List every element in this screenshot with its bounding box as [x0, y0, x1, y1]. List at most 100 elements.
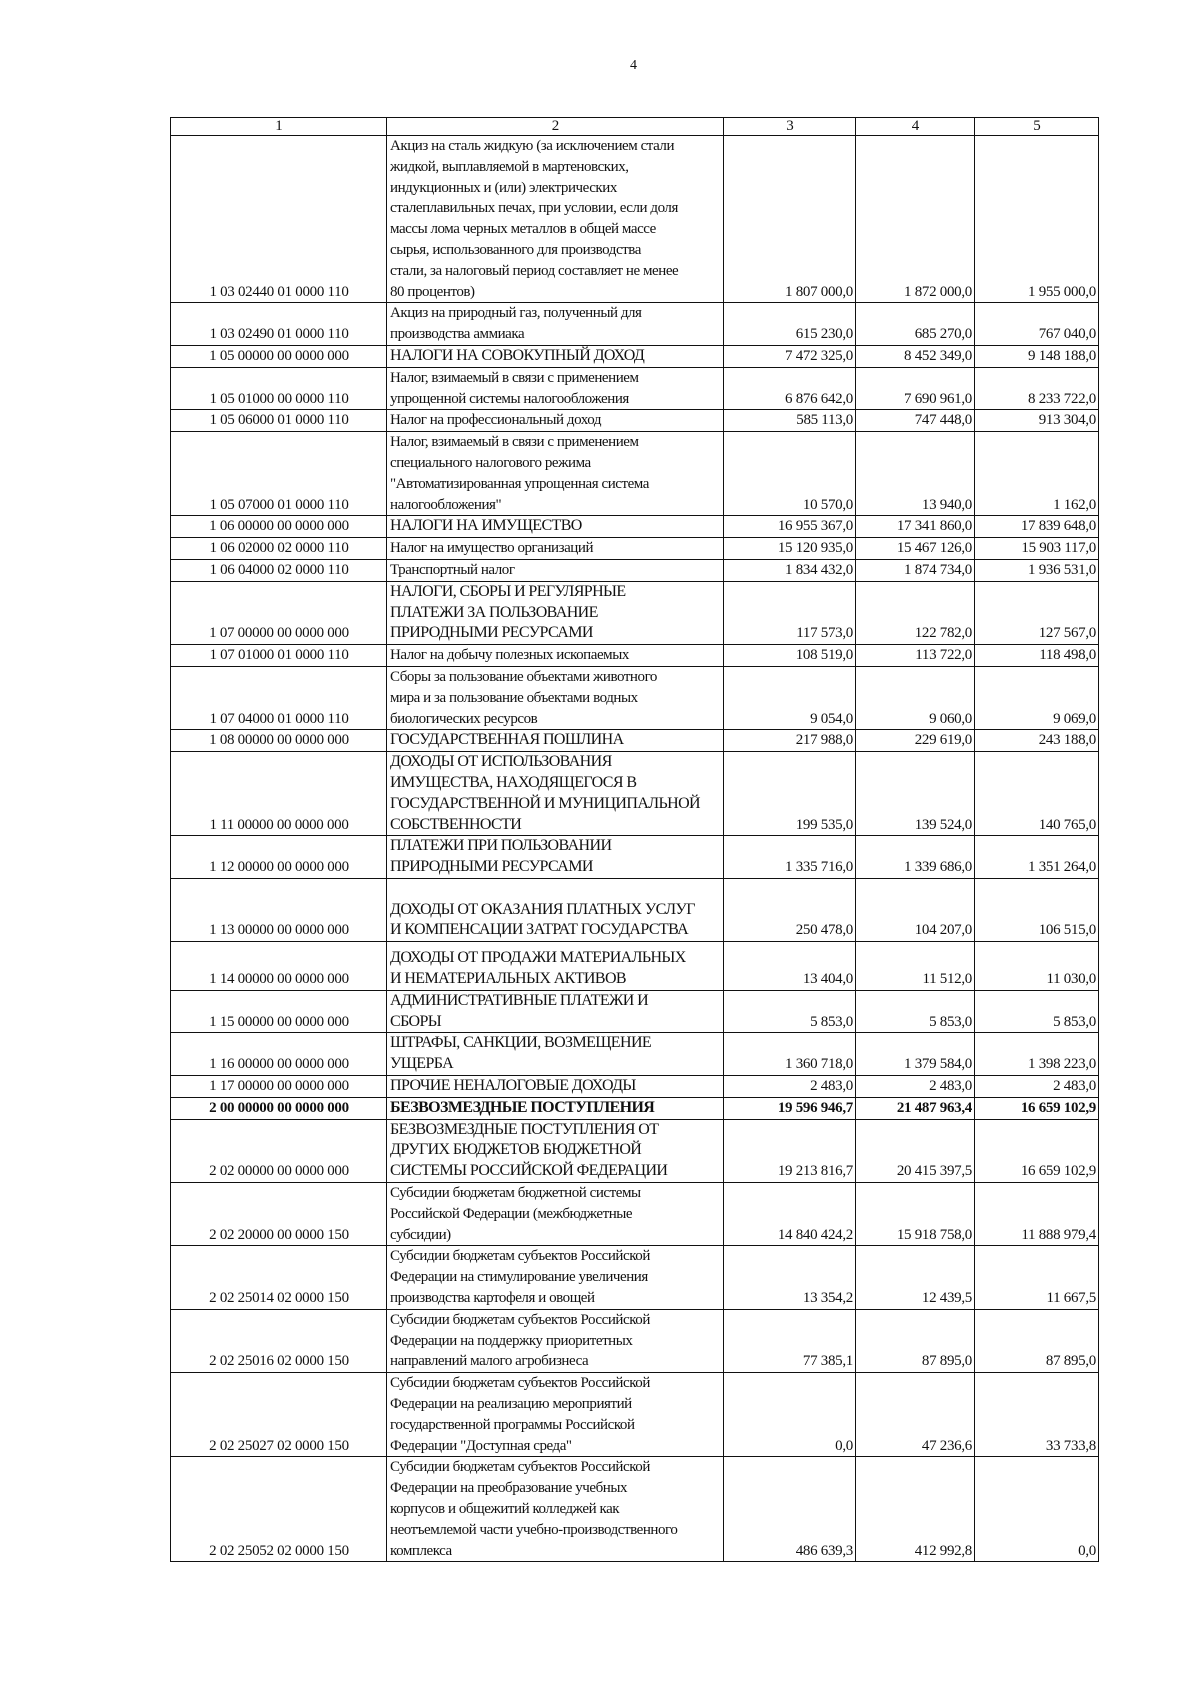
revenue-code-cell: 1 06 04000 02 0000 110	[170, 558, 387, 582]
value-col5-cell: 913 304,0	[974, 409, 1099, 433]
revenue-name-cell: НАЛОГИ НА ИМУЩЕСТВО	[386, 515, 724, 539]
revenue-code-cell: 1 06 00000 00 0000 000	[170, 515, 387, 539]
value-col3-cell: 1 335 716,0	[723, 835, 856, 879]
value-col5-cell: 9 148 188,0	[974, 344, 1099, 368]
value-col4-cell: 412 992,8	[855, 1456, 975, 1563]
value-col4-cell: 113 722,0	[855, 644, 975, 667]
value-col4-cell: 47 236,6	[855, 1372, 975, 1458]
value-col3-cell: 5 853,0	[723, 989, 856, 1034]
revenue-name-cell: Субсидии бюджетам субъектов Российской Ф…	[386, 1372, 724, 1458]
table-row: 1 05 06000 01 0000 110 Налог на профессио…	[170, 409, 1099, 433]
revenue-name-cell: НАЛОГИ, СБОРЫ И РЕГУЛЯРНЫЕ ПЛАТЕЖИ ЗА ПО…	[386, 580, 724, 646]
revenue-name-cell: Налог на имущество организаций	[386, 537, 724, 560]
column-header-5: 5	[974, 117, 1099, 136]
revenue-name-cell: БЕЗВОЗМЕЗДНЫЕ ПОСТУПЛЕНИЯ	[386, 1096, 724, 1120]
value-col4-cell: 15 918 758,0	[855, 1182, 975, 1247]
revenue-code-cell: 1 05 07000 01 0000 110	[170, 431, 387, 517]
value-col5-cell: 15 903 117,0	[974, 537, 1099, 560]
revenue-code-cell: 2 02 25052 02 0000 150	[170, 1456, 387, 1563]
value-col4-cell: 87 895,0	[855, 1308, 975, 1374]
revenue-name-cell: ПЛАТЕЖИ ПРИ ПОЛЬЗОВАНИИ ПРИРОДНЫМИ РЕСУР…	[386, 835, 724, 879]
value-col3-cell: 0,0	[723, 1372, 856, 1458]
revenue-code-cell: 2 02 00000 00 0000 000	[170, 1118, 387, 1184]
table-row: 2 02 25014 02 0000 150 Субсидии бюджетам …	[170, 1245, 1099, 1310]
table-row: 1 05 00000 00 0000 000 НАЛОГИ НА СОВОКУПН…	[170, 344, 1099, 368]
table-row: 2 02 00000 00 0000 000 БЕЗВОЗМЕЗДНЫЕ ПОСТ…	[170, 1118, 1099, 1184]
value-col5-cell: 243 188,0	[974, 729, 1099, 753]
value-col4-cell: 122 782,0	[855, 580, 975, 646]
value-col3-cell: 13 404,0	[723, 941, 856, 991]
table-row: 2 02 25027 02 0000 150 Субсидии бюджетам …	[170, 1372, 1099, 1458]
value-col4-cell: 13 940,0	[855, 431, 975, 517]
revenue-name-cell: ДОХОДЫ ОТ ОКАЗАНИЯ ПЛАТНЫХ УСЛУГ И КОМПЕ…	[386, 877, 724, 943]
revenue-name-cell: Субсидии бюджетам субъектов Российской Ф…	[386, 1456, 724, 1563]
value-col5-cell: 767 040,0	[974, 302, 1099, 346]
value-col3-cell: 13 354,2	[723, 1245, 856, 1310]
value-col4-cell: 1 872 000,0	[855, 134, 975, 304]
value-col5-cell: 140 765,0	[974, 751, 1099, 837]
revenue-name-cell: БЕЗВОЗМЕЗДНЫЕ ПОСТУПЛЕНИЯ ОТ ДРУГИХ БЮДЖ…	[386, 1118, 724, 1184]
table-row: 1 08 00000 00 0000 000 ГОСУДАРСТВЕННАЯ ПО…	[170, 729, 1099, 753]
table-row: 1 06 00000 00 0000 000 НАЛОГИ НА ИМУЩЕСТВ…	[170, 515, 1099, 539]
table-row: 1 06 04000 02 0000 110 Транспортный налог…	[170, 558, 1099, 582]
revenue-code-cell: 1 13 00000 00 0000 000	[170, 877, 387, 943]
budget-revenue-table: 1 2 3 4 5 1 03 02440 01 0000 110 Акциз на…	[170, 117, 1099, 1563]
revenue-code-cell: 1 07 00000 00 0000 000	[170, 580, 387, 646]
table-row: 2 02 20000 00 0000 150 Субсидии бюджетам …	[170, 1182, 1099, 1247]
revenue-name-cell: ДОХОДЫ ОТ ИСПОЛЬЗОВАНИЯ ИМУЩЕСТВА, НАХОД…	[386, 751, 724, 837]
value-col4-cell: 747 448,0	[855, 409, 975, 433]
value-col5-cell: 127 567,0	[974, 580, 1099, 646]
column-header-2: 2	[386, 117, 724, 136]
revenue-code-cell: 1 05 00000 00 0000 000	[170, 344, 387, 368]
revenue-code-cell: 2 02 25014 02 0000 150	[170, 1245, 387, 1310]
revenue-name-cell: ДОХОДЫ ОТ ПРОДАЖИ МАТЕРИАЛЬНЫХ И НЕМАТЕР…	[386, 941, 724, 991]
revenue-code-cell: 2 02 20000 00 0000 150	[170, 1182, 387, 1247]
table-row: 1 14 00000 00 0000 000 ДОХОДЫ ОТ ПРОДАЖИ …	[170, 941, 1099, 991]
value-col3-cell: 585 113,0	[723, 409, 856, 433]
value-col3-cell: 16 955 367,0	[723, 515, 856, 539]
value-col3-cell: 1 807 000,0	[723, 134, 856, 304]
value-col4-cell: 139 524,0	[855, 751, 975, 837]
table-row: 1 03 02440 01 0000 110 Акциз на сталь жид…	[170, 134, 1099, 304]
value-col5-cell: 1 936 531,0	[974, 558, 1099, 582]
page-number: 4	[630, 58, 637, 73]
revenue-code-cell: 1 03 02440 01 0000 110	[170, 134, 387, 304]
revenue-name-cell: Субсидии бюджетам бюджетной системы Росс…	[386, 1182, 724, 1247]
revenue-code-cell: 1 05 06000 01 0000 110	[170, 409, 387, 433]
value-col3-cell: 14 840 424,2	[723, 1182, 856, 1247]
value-col5-cell: 11 888 979,4	[974, 1182, 1099, 1247]
value-col5-cell: 1 162,0	[974, 431, 1099, 517]
revenue-name-cell: Транспортный налог	[386, 558, 724, 582]
value-col4-cell: 7 690 961,0	[855, 366, 975, 411]
revenue-name-cell: Акциз на сталь жидкую (за исключением ст…	[386, 134, 724, 304]
value-col4-cell: 15 467 126,0	[855, 537, 975, 560]
value-col5-cell: 118 498,0	[974, 644, 1099, 667]
revenue-code-cell: 1 05 01000 00 0000 110	[170, 366, 387, 411]
value-col5-cell: 11 667,5	[974, 1245, 1099, 1310]
column-header-3: 3	[723, 117, 856, 136]
value-col5-cell: 87 895,0	[974, 1308, 1099, 1374]
value-col5-cell: 17 839 648,0	[974, 515, 1099, 539]
revenue-name-cell: АДМИНИСТРАТИВНЫЕ ПЛАТЕЖИ И СБОРЫ	[386, 989, 724, 1034]
value-col3-cell: 77 385,1	[723, 1308, 856, 1374]
value-col5-cell: 16 659 102,9	[974, 1118, 1099, 1184]
value-col4-cell: 8 452 349,0	[855, 344, 975, 368]
revenue-name-cell: ШТРАФЫ, САНКЦИИ, ВОЗМЕЩЕНИЕ УЩЕРБА	[386, 1032, 724, 1077]
value-col5-cell: 0,0	[974, 1456, 1099, 1563]
revenue-code-cell: 1 15 00000 00 0000 000	[170, 989, 387, 1034]
revenue-code-cell: 1 07 01000 01 0000 110	[170, 644, 387, 667]
table-row: 1 11 00000 00 0000 000 ДОХОДЫ ОТ ИСПОЛЬЗО…	[170, 751, 1099, 837]
value-col3-cell: 9 054,0	[723, 665, 856, 731]
value-col4-cell: 12 439,5	[855, 1245, 975, 1310]
value-col5-cell: 106 515,0	[974, 877, 1099, 943]
value-col3-cell: 486 639,3	[723, 1456, 856, 1563]
revenue-code-cell: 1 06 02000 02 0000 110	[170, 537, 387, 560]
value-col4-cell: 20 415 397,5	[855, 1118, 975, 1184]
value-col3-cell: 2 483,0	[723, 1075, 856, 1098]
value-col5-cell: 1 351 264,0	[974, 835, 1099, 879]
revenue-name-cell: Субсидии бюджетам субъектов Российской Ф…	[386, 1245, 724, 1310]
table-row: 1 12 00000 00 0000 000 ПЛАТЕЖИ ПРИ ПОЛЬЗО…	[170, 835, 1099, 879]
value-col3-cell: 250 478,0	[723, 877, 856, 943]
value-col4-cell: 685 270,0	[855, 302, 975, 346]
revenue-code-cell: 1 14 00000 00 0000 000	[170, 941, 387, 991]
